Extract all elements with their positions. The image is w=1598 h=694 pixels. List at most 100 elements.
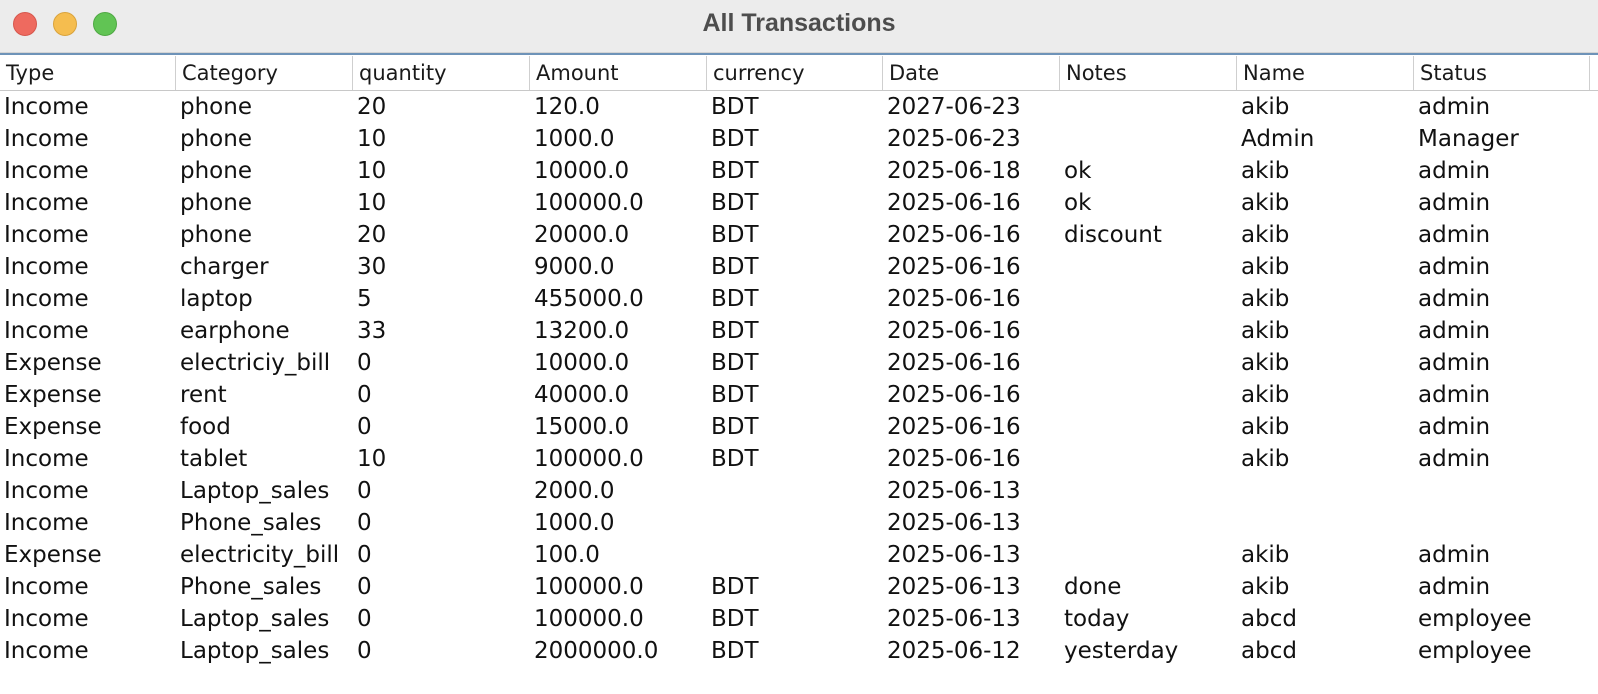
cell-category[interactable]: food — [180, 414, 231, 440]
cell-name[interactable]: akib — [1241, 158, 1290, 184]
cell-notes[interactable] — [1060, 475, 1237, 507]
cell-quantity[interactable]: 10 — [357, 446, 387, 472]
cell-type[interactable]: Income — [4, 318, 89, 344]
cell-amount[interactable]: 10000.0 — [534, 158, 630, 184]
cell-name[interactable]: akib — [1241, 94, 1290, 120]
cell-date[interactable]: 2025-06-16 — [887, 446, 1021, 472]
cell-category[interactable]: Laptop_sales — [180, 478, 330, 504]
cell-date[interactable]: 2025-06-13 — [887, 574, 1021, 600]
cell-category[interactable]: electricity_bill — [180, 542, 340, 568]
cell-date[interactable]: 2027-06-23 — [887, 94, 1021, 120]
cell-category[interactable]: Laptop_sales — [180, 606, 330, 632]
cell-currency[interactable] — [707, 507, 883, 539]
table-row[interactable]: Expense food 0 15000.0 BDT 2025-06-16 akib admi… — [0, 411, 1598, 443]
cell-currency[interactable]: BDT — [711, 382, 759, 408]
cell-amount[interactable]: 120.0 — [534, 94, 600, 120]
cell-name[interactable]: abcd — [1241, 606, 1297, 632]
cell-quantity[interactable]: 0 — [357, 350, 372, 376]
cell-type[interactable]: Expense — [4, 414, 102, 440]
cell-name[interactable]: akib — [1241, 222, 1290, 248]
column-header-notes[interactable]: Notes — [1060, 56, 1237, 90]
cell-name[interactable]: akib — [1241, 286, 1290, 312]
cell-category[interactable]: electriciy_bill — [180, 350, 331, 376]
cell-amount[interactable]: 15000.0 — [534, 414, 630, 440]
cell-status[interactable]: admin — [1418, 414, 1491, 440]
cell-notes[interactable] — [1060, 411, 1237, 443]
cell-currency[interactable]: BDT — [711, 606, 759, 632]
cell-date[interactable]: 2025-06-16 — [887, 190, 1021, 216]
cell-notes[interactable]: yesterday — [1064, 638, 1179, 664]
cell-name[interactable] — [1237, 475, 1414, 507]
cell-type[interactable]: Income — [4, 574, 89, 600]
cell-quantity[interactable]: 0 — [357, 606, 372, 632]
cell-date[interactable]: 2025-06-13 — [887, 606, 1021, 632]
cell-quantity[interactable]: 0 — [357, 382, 372, 408]
column-header-status[interactable]: Status — [1414, 56, 1590, 90]
cell-amount[interactable]: 100000.0 — [534, 190, 644, 216]
cell-category[interactable]: charger — [180, 254, 269, 280]
cell-date[interactable]: 2025-06-16 — [887, 414, 1021, 440]
cell-amount[interactable]: 1000.0 — [534, 126, 615, 152]
table-row[interactable]: Income Laptop_sales 0 2000000.0 BDT 2025-06-1… — [0, 635, 1598, 667]
cell-notes[interactable]: ok — [1064, 158, 1092, 184]
cell-category[interactable]: Laptop_sales — [180, 638, 330, 664]
cell-currency[interactable] — [707, 539, 883, 571]
cell-currency[interactable]: BDT — [711, 254, 759, 280]
cell-type[interactable]: Income — [4, 254, 89, 280]
cell-status[interactable]: admin — [1418, 222, 1491, 248]
cell-category[interactable]: laptop — [180, 286, 253, 312]
cell-category[interactable]: phone — [180, 94, 252, 120]
cell-currency[interactable]: BDT — [711, 414, 759, 440]
cell-amount[interactable]: 40000.0 — [534, 382, 630, 408]
cell-amount[interactable]: 100000.0 — [534, 446, 644, 472]
cell-date[interactable]: 2025-06-13 — [887, 510, 1021, 536]
cell-quantity[interactable]: 10 — [357, 126, 387, 152]
cell-currency[interactable]: BDT — [711, 158, 759, 184]
cell-notes[interactable] — [1060, 507, 1237, 539]
cell-quantity[interactable]: 10 — [357, 190, 387, 216]
table-row[interactable]: Income Laptop_sales 0 2000.0 2025-06-13 — [0, 475, 1598, 507]
cell-status[interactable]: admin — [1418, 94, 1491, 120]
cell-date[interactable]: 2025-06-13 — [887, 478, 1021, 504]
column-header-name[interactable]: Name — [1237, 56, 1414, 90]
table-row[interactable]: Expense electriciy_bill 0 10000.0 BDT 2025-06… — [0, 347, 1598, 379]
table-row[interactable]: Income Phone_sales 0 1000.0 2025-06-13 — [0, 507, 1598, 539]
cell-date[interactable]: 2025-06-16 — [887, 254, 1021, 280]
column-header-type[interactable]: Type — [0, 56, 176, 90]
cell-name[interactable]: akib — [1241, 414, 1290, 440]
cell-type[interactable]: Expense — [4, 382, 102, 408]
cell-currency[interactable] — [707, 475, 883, 507]
cell-notes[interactable]: done — [1064, 574, 1122, 600]
cell-quantity[interactable]: 20 — [357, 94, 387, 120]
cell-date[interactable]: 2025-06-16 — [887, 222, 1021, 248]
cell-quantity[interactable]: 10 — [357, 158, 387, 184]
cell-status[interactable]: admin — [1418, 350, 1491, 376]
cell-date[interactable]: 2025-06-12 — [887, 638, 1021, 664]
cell-currency[interactable]: BDT — [711, 318, 759, 344]
cell-notes[interactable] — [1060, 91, 1237, 123]
cell-name[interactable] — [1237, 507, 1414, 539]
cell-status[interactable]: admin — [1418, 318, 1491, 344]
cell-type[interactable]: Income — [4, 94, 89, 120]
cell-amount[interactable]: 100.0 — [534, 542, 600, 568]
cell-status[interactable]: admin — [1418, 254, 1491, 280]
table-row[interactable]: Income Laptop_sales 0 100000.0 BDT 2025-06-13… — [0, 603, 1598, 635]
table-row[interactable]: Income Phone_sales 0 100000.0 BDT 2025-06-13 d… — [0, 571, 1598, 603]
table-row[interactable]: Income phone 20 120.0 BDT 2027-06-23 akib admin — [0, 91, 1598, 123]
cell-status[interactable]: admin — [1418, 158, 1491, 184]
table-row[interactable]: Expense electricity_bill 0 100.0 2025-06-13 a… — [0, 539, 1598, 571]
cell-amount[interactable]: 455000.0 — [534, 286, 644, 312]
cell-currency[interactable]: BDT — [711, 126, 759, 152]
table-row[interactable]: Income phone 10 10000.0 BDT 2025-06-18 ok akib a… — [0, 155, 1598, 187]
cell-status[interactable]: admin — [1418, 286, 1491, 312]
cell-type[interactable]: Income — [4, 606, 89, 632]
cell-type[interactable]: Income — [4, 478, 89, 504]
cell-quantity[interactable]: 20 — [357, 222, 387, 248]
cell-category[interactable]: earphone — [180, 318, 290, 344]
cell-category[interactable]: Phone_sales — [180, 574, 322, 600]
table-row[interactable]: Income phone 10 1000.0 BDT 2025-06-23 Admin Man… — [0, 123, 1598, 155]
cell-category[interactable]: phone — [180, 222, 252, 248]
cell-name[interactable]: akib — [1241, 318, 1290, 344]
cell-notes[interactable] — [1060, 539, 1237, 571]
cell-currency[interactable]: BDT — [711, 94, 759, 120]
